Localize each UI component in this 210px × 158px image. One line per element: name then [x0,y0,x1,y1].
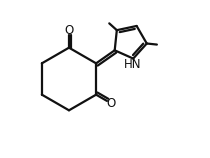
Text: O: O [106,97,115,110]
Text: HN: HN [124,58,141,70]
Text: O: O [64,24,74,37]
